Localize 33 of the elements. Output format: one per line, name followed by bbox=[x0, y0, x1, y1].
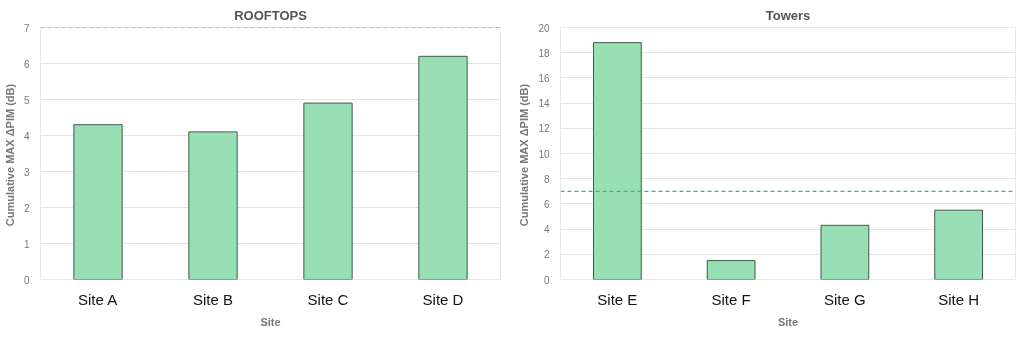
x-tick-label: Site D bbox=[422, 290, 464, 308]
x-tick-label: Site H bbox=[938, 290, 980, 308]
y-tick-label: 12 bbox=[538, 123, 550, 135]
y-tick-label: 10 bbox=[538, 148, 550, 160]
x-tick-label: Site G bbox=[824, 290, 866, 308]
y-tick-label: 5 bbox=[23, 94, 30, 106]
x-tick-label: Site E bbox=[597, 290, 638, 308]
y-tick-label: 4 bbox=[23, 130, 30, 142]
x-tick-label: Site B bbox=[192, 290, 234, 308]
y-tick-label: 18 bbox=[538, 47, 550, 59]
y-tick-label: 8 bbox=[543, 173, 550, 185]
y-axis-title: Cumulative MAX ΔPIM (dB) bbox=[3, 83, 16, 227]
x-axis-title: Site bbox=[777, 315, 799, 328]
chart-title: Towers bbox=[765, 7, 811, 23]
y-tick-label: 14 bbox=[538, 98, 550, 110]
y-tick-label: 0 bbox=[23, 274, 30, 286]
y-tick-label: 6 bbox=[23, 58, 30, 70]
x-tick-label: Site C bbox=[307, 290, 349, 308]
y-tick-label: 6 bbox=[543, 198, 550, 210]
y-tick-label: 3 bbox=[23, 166, 30, 178]
y-tick-label: 7 bbox=[23, 22, 30, 34]
y-axis-title: Cumulative MAX ΔPIM (dB) bbox=[518, 83, 531, 227]
x-tick-label: Site A bbox=[77, 290, 118, 308]
x-axis-title: Site bbox=[260, 315, 281, 328]
y-tick-label: 0 bbox=[543, 274, 550, 286]
chart-title: ROOFTOPS bbox=[234, 7, 308, 23]
y-tick-label: 20 bbox=[538, 22, 550, 34]
y-tick-label: 1 bbox=[23, 238, 30, 250]
y-tick-label: 16 bbox=[538, 72, 550, 84]
y-tick-label: 4 bbox=[543, 224, 550, 236]
y-tick-label: 2 bbox=[23, 202, 30, 214]
x-tick-label: Site F bbox=[711, 290, 751, 308]
y-tick-label: 2 bbox=[543, 249, 550, 261]
